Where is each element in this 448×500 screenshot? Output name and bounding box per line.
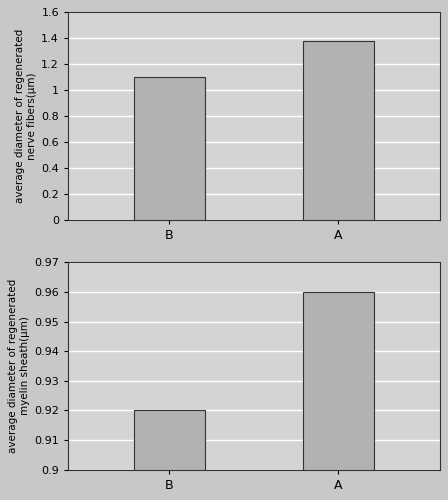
Bar [134, 77, 205, 220]
Bar [134, 410, 205, 470]
Y-axis label: average diameter of regenerated
myelin sheath(μm): average diameter of regenerated myelin s… [9, 279, 30, 453]
Y-axis label: average diameter of regenerated
nerve fibers(μm): average diameter of regenerated nerve fi… [16, 29, 37, 203]
Bar [303, 41, 374, 220]
Bar [303, 292, 374, 470]
